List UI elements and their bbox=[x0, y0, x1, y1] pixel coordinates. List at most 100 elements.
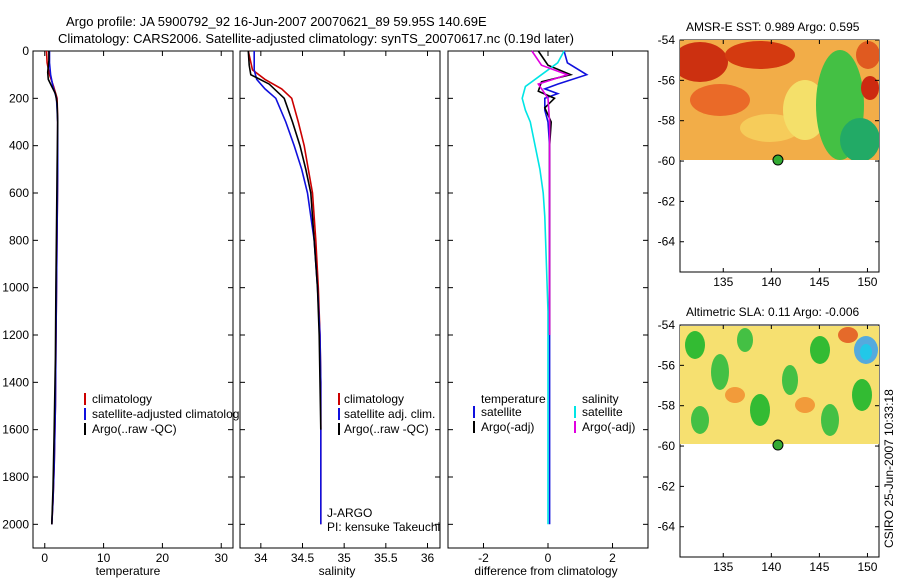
x-tick-label: 2 bbox=[609, 551, 616, 565]
x-tick-label: 0 bbox=[41, 551, 48, 565]
legend-heading-temperature: temperature bbox=[481, 392, 546, 406]
legend-entry: satellite bbox=[481, 405, 522, 419]
y-tick-label: 1600 bbox=[2, 423, 29, 437]
series-line-salinity-satellite bbox=[521, 50, 565, 525]
legend-entry: satellite adj. clim. bbox=[344, 407, 435, 421]
x-tick-label: 0 bbox=[545, 551, 552, 565]
sla-argo-location-marker bbox=[772, 439, 784, 451]
map-x-tick-label: 150 bbox=[857, 560, 877, 574]
x-tick-label: 36 bbox=[421, 551, 435, 565]
x-tick-label: 34 bbox=[254, 551, 268, 565]
map-y-tick-label: -54 bbox=[658, 33, 676, 47]
x-tick-label: 35.5 bbox=[374, 551, 398, 565]
y-tick-label: 1800 bbox=[2, 470, 29, 484]
x-tick-label: 35 bbox=[337, 551, 351, 565]
x-tick-label: -2 bbox=[478, 551, 489, 565]
difference-panel: -2 0 2 difference from climatology tempera… bbox=[447, 50, 649, 578]
legend-entry: satellite bbox=[582, 405, 623, 419]
difference-legend: temperature satellite Argo(-adj) salinit… bbox=[473, 392, 635, 434]
x-tick-label: 10 bbox=[97, 551, 111, 565]
x-tick-label: 30 bbox=[215, 551, 229, 565]
map-y-tick-label: -58 bbox=[658, 114, 676, 128]
map-y-tick-label: -64 bbox=[658, 520, 676, 534]
x-tick-label: 20 bbox=[156, 551, 170, 565]
salinity-panel: 34 34.5 35 35.5 36 salinity climatology sate… bbox=[239, 50, 441, 578]
map-y-tick-label: -56 bbox=[658, 73, 676, 87]
map-y-tick-label: -64 bbox=[658, 235, 676, 249]
y-tick-label: 2000 bbox=[2, 517, 29, 531]
legend-entry: Argo(-adj) bbox=[481, 420, 534, 434]
legend-entry: satellite-adjusted climatology bbox=[92, 407, 245, 421]
sst-heatmap bbox=[680, 40, 879, 160]
sla-low-patch bbox=[711, 354, 729, 390]
legend-entry: Argo(..raw -QC) bbox=[344, 422, 429, 436]
sst-warm-patch bbox=[690, 84, 750, 116]
map-x-tick-label: 145 bbox=[809, 560, 829, 574]
sla-map-title: Altimetric SLA: 0.11 Argo: -0.006 bbox=[686, 305, 860, 319]
sla-low-patch bbox=[852, 379, 872, 411]
sst-argo-location-marker bbox=[772, 154, 784, 166]
map-y-tick-label: -56 bbox=[658, 358, 676, 372]
legend-entry: Argo(..raw -QC) bbox=[92, 422, 177, 436]
y-tick-label: 800 bbox=[9, 233, 29, 247]
csiro-timestamp: CSIRO 25-Jun-2007 10:33:18 bbox=[882, 389, 896, 548]
series-line-argo-raw-qc- bbox=[46, 51, 59, 525]
map-x-tick-label: 135 bbox=[713, 275, 733, 289]
sla-high-patch bbox=[838, 327, 858, 343]
salinity-xlabel: salinity bbox=[319, 564, 356, 578]
map-x-tick-label: 135 bbox=[713, 560, 733, 574]
temperature-axes-frame bbox=[32, 50, 234, 549]
legend-entry: climatology bbox=[92, 392, 152, 406]
sla-low-patch bbox=[691, 406, 709, 434]
sst-warm-patch bbox=[680, 42, 728, 82]
temperature-xlabel: temperature bbox=[96, 564, 161, 578]
sla-low-patch bbox=[821, 404, 839, 436]
sla-heatmap bbox=[680, 326, 879, 444]
sst-warm-patch bbox=[725, 41, 795, 69]
y-tick-label: 1000 bbox=[2, 281, 29, 295]
float-pi-annotation: PI: kensuke Takeuchi bbox=[327, 520, 440, 534]
figure-title-line1: Argo profile: JA 5900792_92 16-Jun-2007 … bbox=[66, 14, 487, 29]
sst-mild-patch bbox=[783, 80, 827, 140]
sst-cool-patch bbox=[840, 118, 879, 160]
map-x-tick-label: 145 bbox=[809, 275, 829, 289]
sst-map-title: AMSR-E SST: 0.989 Argo: 0.595 bbox=[686, 20, 860, 34]
y-tick-label: 600 bbox=[9, 186, 29, 200]
sla-map-panel: Altimetric SLA: 0.11 Argo: -0.006 135 140… bbox=[658, 305, 880, 574]
salinity-axes-frame bbox=[239, 50, 441, 549]
y-tick-label: 1200 bbox=[2, 328, 29, 342]
sla-low-patch bbox=[860, 344, 872, 360]
map-y-tick-label: -60 bbox=[658, 439, 676, 453]
map-x-tick-label: 150 bbox=[857, 275, 877, 289]
sst-warm-patch bbox=[856, 41, 879, 69]
map-x-tick-label: 140 bbox=[761, 275, 781, 289]
series-line-argo-raw-qc- bbox=[247, 50, 322, 430]
salinity-legend: climatology satellite adj. clim. Argo(..… bbox=[338, 392, 435, 436]
legend-entry: Argo(-adj) bbox=[582, 420, 635, 434]
y-tick-label: 1400 bbox=[2, 375, 29, 389]
temperature-panel: 0 10 20 30 0 200 400 600 800 1000 1200 1400 1600 1800… bbox=[2, 44, 245, 578]
sla-field-base bbox=[680, 326, 879, 444]
sla-low-patch bbox=[737, 328, 753, 352]
sla-low-patch bbox=[750, 394, 770, 426]
y-tick-label: 200 bbox=[9, 91, 29, 105]
sst-map-panel: AMSR-E SST: 0.989 Argo: 0.595 135 140 145 1… bbox=[658, 20, 880, 289]
map-y-tick-label: -62 bbox=[658, 194, 676, 208]
y-tick-label: 400 bbox=[9, 139, 29, 153]
sla-low-patch bbox=[782, 365, 798, 395]
sla-low-patch bbox=[685, 331, 705, 359]
legend-heading-salinity: salinity bbox=[582, 392, 619, 406]
legend-entry: climatology bbox=[344, 392, 404, 406]
sla-high-patch bbox=[795, 397, 815, 413]
x-tick-label: 34.5 bbox=[291, 551, 315, 565]
map-y-tick-label: -58 bbox=[658, 399, 676, 413]
sst-warm-patch bbox=[861, 76, 879, 100]
figure-title-line2: Climatology: CARS2006. Satellite-adjuste… bbox=[58, 31, 574, 46]
series-line-salinity-argo-adj- bbox=[531, 50, 570, 335]
map-y-tick-label: -54 bbox=[658, 318, 676, 332]
map-x-tick-label: 140 bbox=[761, 560, 781, 574]
sla-low-patch bbox=[810, 336, 830, 364]
map-y-tick-label: -62 bbox=[658, 479, 676, 493]
difference-xlabel: difference from climatology bbox=[474, 564, 617, 578]
